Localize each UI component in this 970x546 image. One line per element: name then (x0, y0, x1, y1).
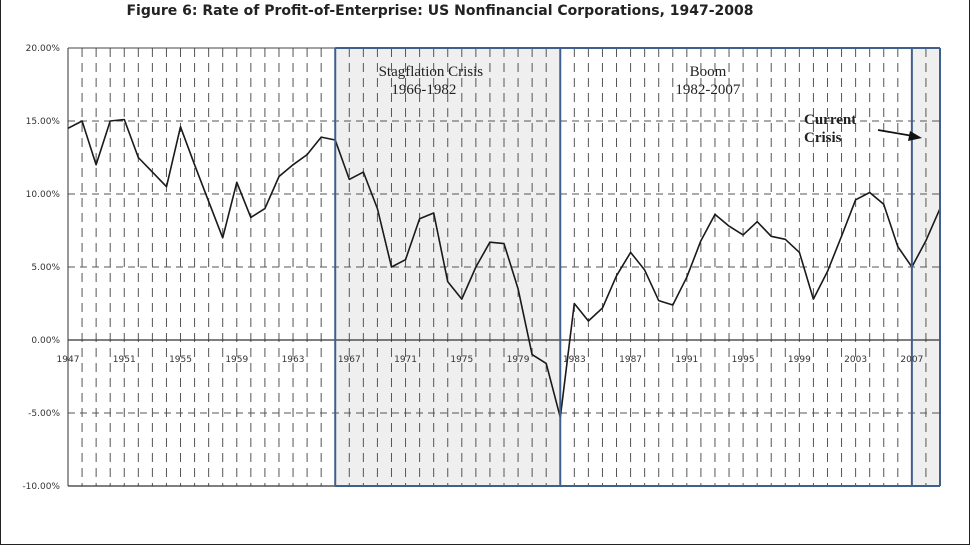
x-tick-label: 1947 (57, 355, 80, 365)
boom-label: Boom (690, 64, 727, 80)
crisis-arrowhead (908, 131, 922, 141)
boom-years: 1982-2007 (675, 82, 740, 98)
x-tick-label: 1991 (675, 355, 698, 365)
x-tick-label: 1987 (619, 355, 642, 365)
y-tick-label: 15.00% (26, 117, 61, 127)
chart-title: Figure 6: Rate of Profit-of-Enterprise: … (126, 3, 754, 19)
x-tick-label: 1995 (732, 355, 755, 365)
crisis-arrow-line (877, 129, 914, 137)
y-tick-label: 5.00% (31, 263, 60, 273)
x-tick-label: 1999 (788, 355, 811, 365)
x-tick-label: 2007 (900, 355, 923, 365)
x-tick-label: 1955 (169, 355, 192, 365)
y-tick-label: -5.00% (28, 409, 60, 419)
y-tick-label: 20.00% (26, 44, 61, 54)
stagflation-years: 1966-1982 (391, 82, 456, 98)
x-tick-label: 1971 (394, 355, 417, 365)
x-tick-label: 1959 (225, 355, 248, 365)
y-tick-label: -10.00% (22, 482, 60, 492)
current-crisis-label: Current (804, 112, 856, 128)
x-tick-label: 1967 (338, 355, 361, 365)
x-tick-label: 1951 (113, 355, 136, 365)
current-crisis-label-2: Crisis (804, 130, 842, 146)
x-tick-label: 2003 (844, 355, 867, 365)
x-tick-label: 1975 (450, 355, 473, 365)
stagflation-label: Stagflation Crisis (379, 64, 484, 80)
profit-rate-line (67, 118, 941, 419)
y-tick-label: 0.00% (31, 336, 60, 346)
x-tick-label: 1983 (563, 355, 586, 365)
y-tick-label: 10.00% (26, 190, 61, 200)
x-tick-label: 1979 (507, 355, 530, 365)
x-tick-label: 1963 (282, 355, 305, 365)
